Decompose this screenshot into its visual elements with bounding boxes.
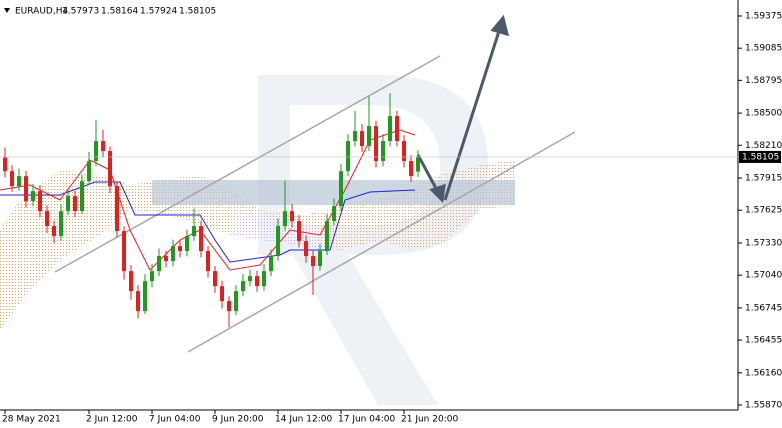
candle-body bbox=[339, 171, 343, 207]
y-tick-label: 1.56160 bbox=[745, 368, 782, 378]
candle-body bbox=[178, 246, 182, 252]
y-tick-label: 1.57040 bbox=[745, 271, 782, 281]
candle-body bbox=[24, 176, 28, 202]
candle-body bbox=[136, 291, 140, 312]
candle-body bbox=[129, 271, 133, 292]
x-tick-label: 2 Jun 12:00 bbox=[86, 415, 138, 425]
candle-body bbox=[45, 211, 49, 227]
y-tick-label: 1.59085 bbox=[745, 44, 782, 54]
candle-body bbox=[262, 271, 266, 287]
x-tick-label: 28 May 2021 bbox=[2, 415, 61, 425]
candle-body bbox=[171, 246, 175, 262]
candle-body bbox=[325, 221, 329, 252]
candle-body bbox=[87, 161, 91, 182]
candle-body bbox=[150, 271, 154, 282]
candle-body bbox=[17, 176, 21, 187]
candle-body bbox=[192, 226, 196, 237]
y-tick-label: 1.57625 bbox=[745, 206, 782, 216]
y-tick-label: 1.56745 bbox=[745, 303, 782, 313]
candle-body bbox=[255, 276, 259, 287]
candle-body bbox=[185, 236, 189, 252]
candle-body bbox=[388, 116, 392, 142]
candle-body bbox=[52, 226, 56, 237]
candle-body bbox=[360, 131, 364, 147]
candle-body bbox=[157, 256, 161, 272]
candle-body bbox=[220, 286, 224, 302]
candle-body bbox=[38, 191, 42, 212]
candle-body bbox=[346, 141, 350, 172]
candle-body bbox=[283, 211, 287, 227]
candle-body bbox=[297, 221, 301, 242]
candle-body bbox=[374, 126, 378, 162]
y-tick-label: 1.58210 bbox=[745, 141, 782, 151]
kijun-line bbox=[0, 181, 416, 263]
y-tick-label: 1.58500 bbox=[745, 109, 782, 119]
y-tick-label: 1.57330 bbox=[745, 238, 782, 248]
candle-body bbox=[318, 251, 322, 267]
candle-body bbox=[353, 131, 357, 142]
candle-body bbox=[10, 171, 14, 187]
candle-body bbox=[269, 256, 273, 272]
forecast-arrows bbox=[416, 14, 510, 204]
header-symbol: EURAUD,H4 bbox=[15, 7, 68, 17]
candle-body bbox=[311, 256, 315, 267]
candle-body bbox=[381, 141, 385, 162]
candle-body bbox=[66, 196, 70, 212]
candle-body bbox=[73, 196, 77, 212]
candle-body bbox=[304, 241, 308, 257]
candle-body bbox=[213, 271, 217, 287]
y-tick-label: 1.58795 bbox=[745, 76, 782, 86]
y-tick-label: 1.55870 bbox=[745, 401, 782, 411]
current-price-label: 1.58105 bbox=[742, 152, 779, 162]
candle-body bbox=[234, 291, 238, 312]
candle-body bbox=[59, 211, 63, 237]
candle-body bbox=[395, 116, 399, 142]
x-tick-label: 14 Jun 12:00 bbox=[275, 415, 332, 425]
candle-body bbox=[101, 141, 105, 152]
menu-arrow bbox=[4, 8, 10, 13]
x-tick-label: 21 Jun 20:00 bbox=[401, 415, 458, 425]
candle-body bbox=[122, 231, 126, 272]
candle-body bbox=[227, 301, 231, 312]
y-tick-label: 1.57915 bbox=[745, 174, 782, 184]
x-tick-label: 9 Jun 20:00 bbox=[212, 415, 264, 425]
candle-body bbox=[115, 186, 119, 232]
candle-body bbox=[332, 206, 336, 222]
y-tick-label: 1.59375 bbox=[745, 11, 782, 21]
header-open: 1.57973 bbox=[62, 7, 99, 17]
header-low: 1.57924 bbox=[140, 7, 177, 17]
candle-body bbox=[367, 126, 371, 147]
candle-body bbox=[290, 211, 294, 222]
candle-body bbox=[94, 141, 98, 162]
candle-body bbox=[248, 276, 252, 282]
candle-body bbox=[108, 151, 112, 187]
x-tick-label: 17 Jun 04:00 bbox=[338, 415, 395, 425]
header-close: 1.58105 bbox=[179, 7, 216, 17]
candle-body bbox=[409, 161, 413, 177]
candle-body bbox=[80, 181, 84, 212]
candle-body bbox=[206, 251, 210, 272]
candle-body bbox=[416, 156, 420, 172]
candle-body bbox=[3, 157, 7, 172]
candle-body bbox=[402, 141, 406, 162]
candle-body bbox=[143, 281, 147, 312]
candles bbox=[3, 93, 420, 328]
candle-body bbox=[164, 256, 168, 262]
channel-upper bbox=[54, 55, 441, 273]
current-price-box bbox=[739, 150, 781, 163]
header-high: 1.58164 bbox=[101, 7, 138, 17]
candle-body bbox=[31, 191, 35, 202]
y-tick-label: 1.56455 bbox=[745, 336, 782, 346]
candle-body bbox=[241, 281, 245, 292]
candle-body bbox=[276, 226, 280, 257]
channel-lower bbox=[187, 131, 576, 353]
candle-body bbox=[199, 226, 203, 252]
x-tick-label: 7 Jun 04:00 bbox=[149, 415, 201, 425]
